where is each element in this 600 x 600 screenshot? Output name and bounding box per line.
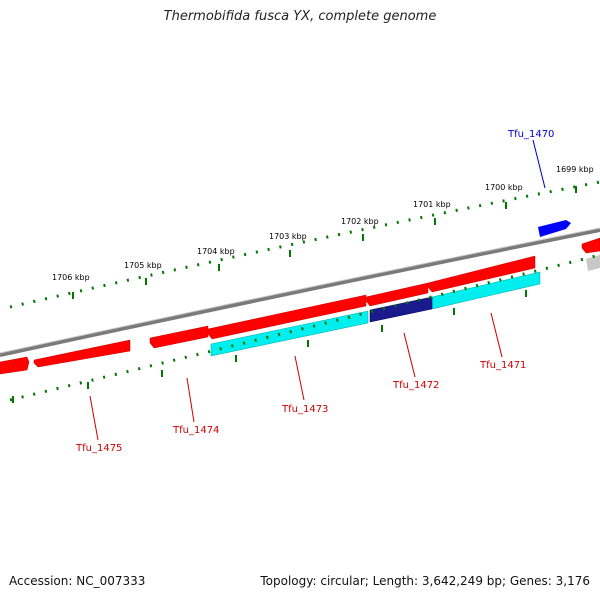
leader-tfu-1475: [89, 395, 99, 441]
outer-major-ticks: [72, 186, 577, 299]
leader-tfu-1472: [403, 332, 416, 378]
gene-feature-left-edge[interactable]: [0, 356, 30, 375]
accession-label: Accession: NC_007333: [9, 574, 146, 588]
gene-feature-tfu-1470[interactable]: [538, 220, 571, 237]
scale-label-1704: 1704 kbp: [197, 247, 235, 256]
gene-label-tfu-1475[interactable]: Tfu_1475: [75, 443, 122, 454]
scale-label-1701: 1701 kbp: [413, 200, 451, 209]
topology-summary: Topology: circular; Length: 3,642,249 bp…: [260, 574, 590, 588]
leader-tfu-1470: [532, 139, 546, 189]
navy-feature-tfu-1472[interactable]: [369, 296, 433, 323]
gene-feature-right-edge[interactable]: [581, 237, 600, 254]
gene-label-tfu-1471[interactable]: Tfu_1471: [479, 360, 526, 371]
gene-feature-tfu-1474[interactable]: [149, 325, 209, 349]
cyan-feature-tfu-1473[interactable]: [210, 310, 369, 357]
inner-major-ticks: [12, 290, 527, 403]
map-title: Thermobifida fusca YX, complete genome: [163, 9, 437, 24]
genome-backbone: [0, 228, 600, 357]
gene-label-tfu-1472[interactable]: Tfu_1472: [392, 380, 439, 391]
inner-features: [210, 255, 600, 357]
outer-tick-ring: [9, 180, 600, 309]
gene-feature-tfu-1475[interactable]: [33, 339, 131, 368]
scale-label-1705: 1705 kbp: [124, 261, 162, 270]
scale-label-1702: 1702 kbp: [341, 217, 379, 226]
leader-tfu-1473: [294, 355, 305, 401]
leader-tfu-1474: [186, 377, 195, 423]
scale-label-1700: 1700 kbp: [485, 183, 523, 192]
scale-label-1706: 1706 kbp: [52, 273, 90, 282]
gene-label-tfu-1473[interactable]: Tfu_1473: [281, 404, 328, 415]
leader-tfu-1471: [490, 312, 503, 358]
gene-label-tfu-1474[interactable]: Tfu_1474: [172, 425, 219, 436]
cds-features: [0, 237, 600, 375]
gene-label-tfu-1470[interactable]: Tfu_1470: [507, 129, 554, 140]
scale-label-1699: 1699 kbp: [556, 165, 594, 174]
scale-label-1703: 1703 kbp: [269, 232, 307, 241]
gray-feature-right-edge: [586, 255, 600, 271]
inner-tick-ring: [9, 253, 600, 402]
